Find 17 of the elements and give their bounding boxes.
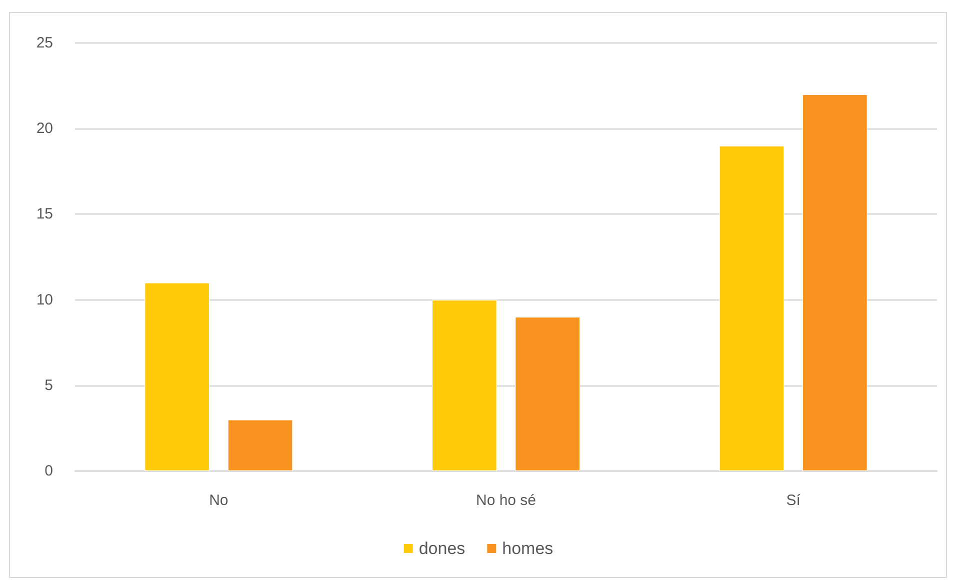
y-tick-label: 20: [36, 120, 53, 138]
y-tick-label: 10: [36, 291, 53, 308]
legend-label: homes: [502, 539, 554, 558]
y-tick-label: 15: [36, 206, 53, 223]
x-tick-label: No ho sé: [476, 492, 536, 509]
x-tick-label: No: [209, 492, 228, 509]
bar: [802, 94, 868, 471]
bar: [228, 420, 293, 471]
bar: [432, 300, 497, 471]
legend-label: dones: [418, 539, 466, 558]
bar: [515, 316, 580, 471]
y-tick-label: 25: [36, 34, 53, 52]
bar: [719, 146, 784, 471]
y-tick-label: 5: [44, 376, 53, 394]
bar: [144, 282, 210, 471]
y-tick-label: 0: [44, 462, 53, 480]
x-tick-label: Sí: [786, 492, 802, 509]
